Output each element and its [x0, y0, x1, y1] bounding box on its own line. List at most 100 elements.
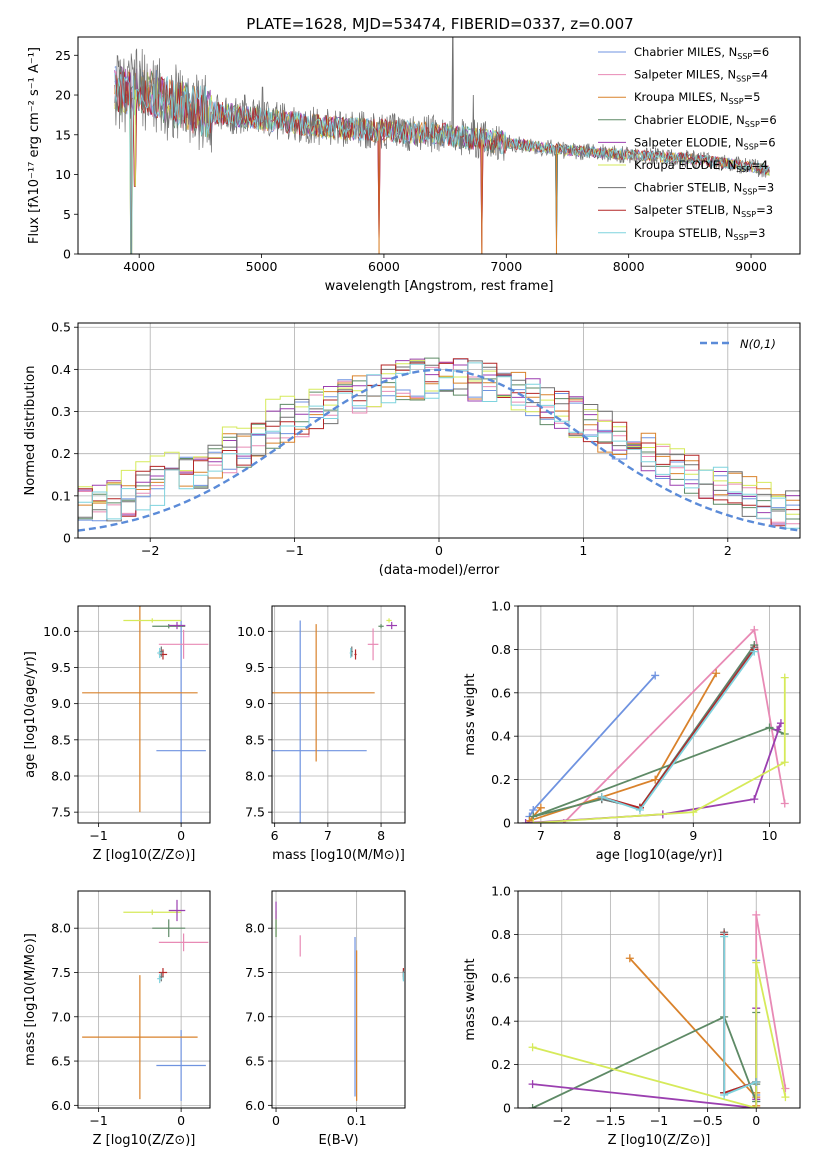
x-tick-label: 0.1 [347, 1113, 367, 1128]
weight-point-kroupa-stelib [752, 1077, 761, 1086]
weight-point-kroupa-elodie [752, 958, 761, 967]
x-tick-label: 0 [272, 1113, 280, 1128]
y-tick-label: 6.5 [51, 1054, 71, 1069]
legend-entry: Kroupa STELIB, NSSP=3 [634, 226, 765, 242]
legend-subscript: SSP [745, 120, 760, 129]
y-tick-label: 10.0 [43, 624, 71, 639]
mass_vs_ebv-axes: 0 0.1 6.0 6.5 7.0 7.5 8.0 E(B-V) [245, 891, 405, 1148]
y-tick-label: 0.4 [51, 362, 71, 377]
spectrum-series-chabrier-stelib [114, 37, 770, 254]
gaussian-curve [78, 368, 800, 532]
weight-line-kroupa-elodie [533, 677, 786, 823]
histogram-salpeter-miles [78, 361, 800, 525]
y-tick-label: 1.0 [491, 599, 511, 614]
weight-point-kroupa-elodie [528, 1043, 537, 1052]
y-tick-label: 0.8 [491, 642, 511, 657]
plot-frame [77, 605, 211, 824]
y-tick-label: 6.5 [245, 1054, 265, 1069]
chart-title: PLATE=1628, MJD=53474, FIBERID=0337, z=0… [246, 15, 633, 33]
weight-point-salpeter-elodie [773, 725, 782, 734]
y-tick-label: 1.0 [491, 884, 511, 899]
x-tick-label: 7 [537, 828, 545, 843]
x-tick-label: 9 [689, 828, 697, 843]
histogram-chabrier-elodie [78, 357, 800, 520]
legend-count: =6 [759, 135, 776, 149]
weight-point-kroupa-stelib [720, 932, 729, 941]
x-tick-label: 6 [271, 828, 279, 843]
weight-point-kroupa-elodie [689, 808, 698, 817]
weight-point-chabrier-miles [651, 671, 660, 680]
weight-line-chabrier-stelib [601, 646, 756, 809]
weight-point-kroupa-miles [536, 803, 545, 812]
plot-frame [517, 890, 801, 1109]
legend-entry: Chabrier ELODIE, NSSP=6 [634, 113, 777, 129]
y-tick-label: 15 [55, 127, 71, 142]
y-axis-label: mass weight [463, 958, 478, 1040]
legend-subscript: SSP [737, 52, 752, 61]
mass_vs_ebv-marks [275, 901, 404, 1101]
y-tick-label: 8.0 [245, 768, 265, 783]
x-tick-label: 10 [762, 828, 778, 843]
x-tick-label: 8 [377, 828, 385, 843]
legend-subscript: SSP [736, 75, 751, 84]
weight-point-kroupa-stelib [597, 792, 606, 801]
weight_vs_Z-axes: −2 −1.5 −1 −0.5 0 0 0.2 0.4 0.6 0.8 1.0 Z [log10(Z/… [463, 884, 800, 1148]
y-tick-label: 0.6 [491, 970, 511, 985]
y-tick-label: 0 [63, 531, 71, 546]
y-tick-label: 8.0 [51, 768, 71, 783]
weight-point-kroupa-elodie [752, 1104, 761, 1108]
legend-subscript: SSP [729, 97, 744, 106]
weight-point-salpeter-miles [780, 799, 789, 808]
weight-point-kroupa-elodie [781, 1093, 790, 1102]
weight-line-kroupa-stelib [723, 936, 757, 1097]
x-tick-label: 4000 [123, 259, 155, 274]
y-tick-label: 0 [63, 247, 71, 262]
x-tick-label: 7 [324, 828, 332, 843]
x-axis-label: E(B-V) [318, 1133, 358, 1148]
y-tick-label: 9.0 [51, 696, 71, 711]
legend-subscript: SSP [734, 233, 749, 242]
legend-label: Chabrier ELODIE, N [634, 113, 745, 127]
x-tick-label: 2 [724, 543, 732, 558]
legend-count: =6 [760, 113, 777, 127]
weight-line-kroupa-elodie [532, 962, 787, 1108]
y-tick-label: 8.5 [245, 732, 265, 747]
legend-label: Salpeter ELODIE, N [634, 135, 744, 149]
histogram-salpeter-elodie [78, 358, 800, 525]
weight-point-kroupa-elodie [780, 758, 789, 767]
y-tick-label: 10 [55, 167, 71, 182]
spectrum-marks [114, 37, 770, 254]
x-tick-label: 0 [435, 543, 443, 558]
age_vs_Z-marks [82, 606, 209, 823]
x-tick-label: −2 [553, 1113, 571, 1128]
weight-point-kroupa-miles [525, 816, 534, 823]
y-tick-label: 9.5 [245, 660, 265, 675]
plot-frame [271, 890, 406, 1109]
x-tick-label: −1.5 [595, 1113, 625, 1128]
legend-label: Kroupa MILES, N [634, 90, 729, 104]
weight-line-salpeter-miles [563, 628, 786, 823]
x-tick-label: 8 [613, 828, 621, 843]
x-tick-label: 6000 [368, 259, 400, 274]
weight-line-salpeter-stelib [723, 934, 757, 1095]
legend-label: Chabrier MILES, N [634, 45, 737, 59]
y-tick-label: 9.5 [51, 660, 71, 675]
plot-frame [77, 322, 801, 539]
weight-point-chabrier-elodie [528, 1104, 537, 1108]
plot-frame [271, 605, 406, 824]
legend-count: =5 [744, 90, 761, 104]
weight-point-chabrier-elodie [765, 723, 774, 732]
x-axis-label: wavelength [Angstrom, rest frame] [325, 279, 554, 294]
y-axis-label: mass weight [463, 673, 478, 755]
y-tick-label: 0.2 [51, 446, 71, 461]
x-tick-label: −2 [141, 543, 159, 558]
x-tick-label: −1 [89, 1113, 107, 1128]
legend-label: Chabrier STELIB, N [634, 181, 742, 195]
plot-frame [77, 890, 211, 1109]
y-tick-label: 9.0 [245, 696, 265, 711]
y-tick-label: 6.0 [51, 1098, 71, 1113]
plot-frame [517, 605, 801, 824]
weight-point-salpeter-miles [750, 625, 759, 634]
legend-label: Salpeter STELIB, N [634, 203, 741, 217]
